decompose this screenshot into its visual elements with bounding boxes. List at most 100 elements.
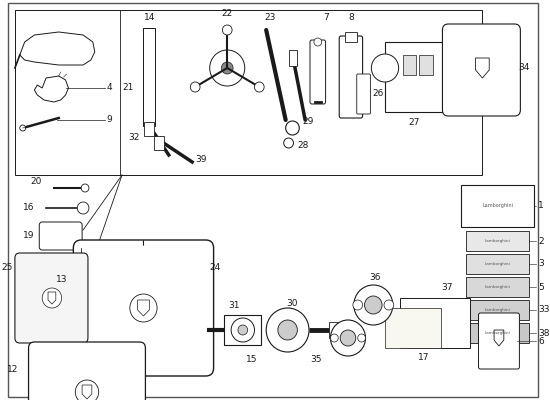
Text: 28: 28 bbox=[298, 142, 309, 150]
Text: Lamborghini: Lamborghini bbox=[485, 308, 510, 312]
Text: Lamborghini: Lamborghini bbox=[485, 331, 510, 335]
Text: 12: 12 bbox=[8, 366, 19, 374]
Text: Efficiant car parts
since 1982: Efficiant car parts since 1982 bbox=[262, 236, 343, 288]
FancyBboxPatch shape bbox=[39, 222, 82, 250]
Circle shape bbox=[371, 54, 399, 82]
Circle shape bbox=[20, 125, 26, 131]
Circle shape bbox=[285, 121, 299, 135]
FancyBboxPatch shape bbox=[15, 253, 88, 343]
Polygon shape bbox=[190, 158, 244, 200]
Text: 1: 1 bbox=[538, 202, 543, 210]
Text: 14: 14 bbox=[144, 13, 155, 22]
Circle shape bbox=[255, 82, 264, 92]
Text: 19: 19 bbox=[23, 232, 35, 240]
Bar bbox=[328, 322, 340, 338]
Text: Lamborghini: Lamborghini bbox=[482, 204, 513, 208]
Circle shape bbox=[75, 380, 98, 400]
Text: 8: 8 bbox=[348, 13, 354, 22]
Bar bbox=[154, 136, 164, 150]
Text: 13: 13 bbox=[56, 276, 68, 284]
Text: 30: 30 bbox=[287, 299, 298, 308]
Text: 21: 21 bbox=[122, 84, 134, 92]
Text: 36: 36 bbox=[370, 273, 381, 282]
Circle shape bbox=[42, 288, 62, 308]
Bar bbox=[145, 122, 154, 136]
Circle shape bbox=[358, 334, 366, 342]
FancyBboxPatch shape bbox=[478, 313, 519, 369]
Text: 17: 17 bbox=[418, 353, 430, 362]
Circle shape bbox=[238, 325, 248, 335]
FancyBboxPatch shape bbox=[310, 40, 326, 104]
Text: 5: 5 bbox=[538, 282, 543, 292]
Text: 32: 32 bbox=[128, 134, 140, 142]
Polygon shape bbox=[249, 156, 380, 210]
Text: 16: 16 bbox=[23, 204, 35, 212]
Bar bbox=[144, 28, 155, 126]
Circle shape bbox=[365, 296, 382, 314]
Circle shape bbox=[278, 320, 298, 340]
FancyBboxPatch shape bbox=[29, 342, 145, 400]
Bar bbox=[466, 277, 529, 297]
Text: 38: 38 bbox=[538, 328, 549, 338]
Polygon shape bbox=[20, 32, 95, 65]
Text: 25: 25 bbox=[2, 264, 13, 272]
Text: 33: 33 bbox=[538, 306, 549, 314]
Text: 7: 7 bbox=[324, 13, 329, 22]
Circle shape bbox=[145, 243, 226, 327]
Bar bbox=[385, 42, 443, 112]
Bar bbox=[419, 55, 433, 75]
Circle shape bbox=[77, 202, 89, 214]
Circle shape bbox=[284, 138, 294, 148]
FancyBboxPatch shape bbox=[442, 24, 520, 116]
Circle shape bbox=[210, 50, 245, 86]
Text: 15: 15 bbox=[246, 355, 257, 364]
FancyBboxPatch shape bbox=[357, 74, 370, 114]
Text: 34: 34 bbox=[519, 64, 530, 72]
Text: Lamborghini: Lamborghini bbox=[485, 239, 510, 243]
Bar bbox=[466, 254, 529, 274]
Text: 22: 22 bbox=[222, 9, 233, 18]
Polygon shape bbox=[175, 148, 395, 218]
Circle shape bbox=[314, 38, 322, 46]
Text: Lamborghini: Lamborghini bbox=[485, 285, 510, 289]
Text: 27: 27 bbox=[409, 118, 420, 127]
Circle shape bbox=[81, 184, 89, 192]
FancyBboxPatch shape bbox=[339, 36, 362, 118]
Text: 24: 24 bbox=[210, 264, 221, 272]
Circle shape bbox=[222, 62, 233, 74]
FancyBboxPatch shape bbox=[73, 240, 213, 376]
Bar bbox=[224, 315, 261, 345]
Circle shape bbox=[175, 275, 195, 295]
Circle shape bbox=[354, 285, 393, 325]
Circle shape bbox=[331, 334, 338, 342]
Bar bbox=[15, 10, 482, 175]
Text: 6: 6 bbox=[538, 336, 543, 346]
Bar bbox=[345, 32, 357, 42]
Circle shape bbox=[353, 300, 362, 310]
Circle shape bbox=[231, 318, 255, 342]
Bar bbox=[461, 185, 534, 227]
Circle shape bbox=[164, 263, 207, 307]
Bar bbox=[289, 50, 298, 66]
Bar bbox=[385, 308, 442, 348]
Bar bbox=[466, 300, 529, 320]
Bar bbox=[403, 55, 416, 75]
Circle shape bbox=[384, 300, 394, 310]
Circle shape bbox=[266, 308, 309, 352]
Circle shape bbox=[331, 320, 366, 356]
Text: 31: 31 bbox=[228, 301, 240, 310]
Circle shape bbox=[130, 294, 157, 322]
Text: 2: 2 bbox=[538, 236, 543, 246]
Text: 9: 9 bbox=[107, 116, 112, 124]
Text: 29: 29 bbox=[302, 118, 314, 126]
Polygon shape bbox=[127, 152, 432, 310]
Text: 37: 37 bbox=[442, 282, 453, 292]
Text: 35: 35 bbox=[310, 355, 322, 364]
Text: 26: 26 bbox=[372, 90, 384, 98]
Text: 4: 4 bbox=[107, 84, 112, 92]
Circle shape bbox=[366, 275, 385, 295]
Text: Lamborghini: Lamborghini bbox=[485, 262, 510, 266]
Circle shape bbox=[222, 25, 232, 35]
Text: ©AUTECO: ©AUTECO bbox=[244, 201, 341, 259]
Bar bbox=[400, 298, 470, 348]
